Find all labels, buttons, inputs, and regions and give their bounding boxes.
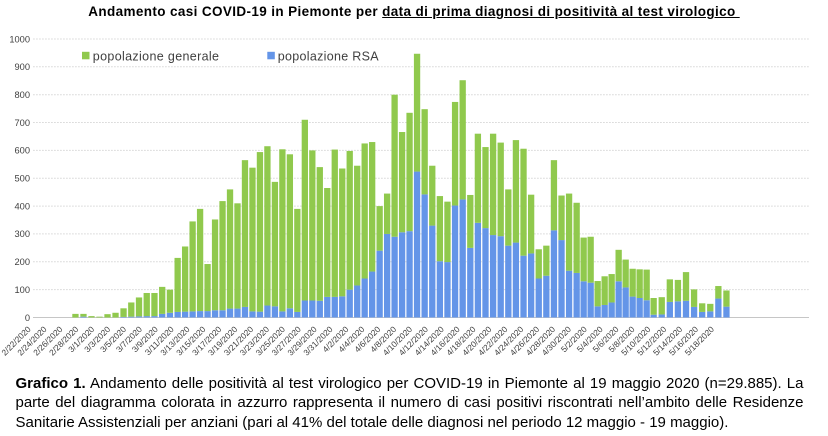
svg-text:900: 900	[14, 62, 30, 72]
svg-text:800: 800	[14, 90, 30, 100]
svg-text:700: 700	[14, 118, 30, 128]
svg-text:popolazione RSA: popolazione RSA	[278, 50, 379, 64]
svg-text:400: 400	[14, 201, 30, 211]
svg-text:1000: 1000	[9, 34, 30, 44]
svg-text:popolazione generale: popolazione generale	[93, 50, 220, 64]
svg-text:500: 500	[14, 174, 30, 184]
svg-text:600: 600	[14, 146, 30, 156]
svg-text:0: 0	[25, 313, 30, 323]
svg-text:300: 300	[14, 229, 30, 239]
svg-text:100: 100	[14, 285, 30, 295]
svg-text:200: 200	[14, 257, 30, 267]
